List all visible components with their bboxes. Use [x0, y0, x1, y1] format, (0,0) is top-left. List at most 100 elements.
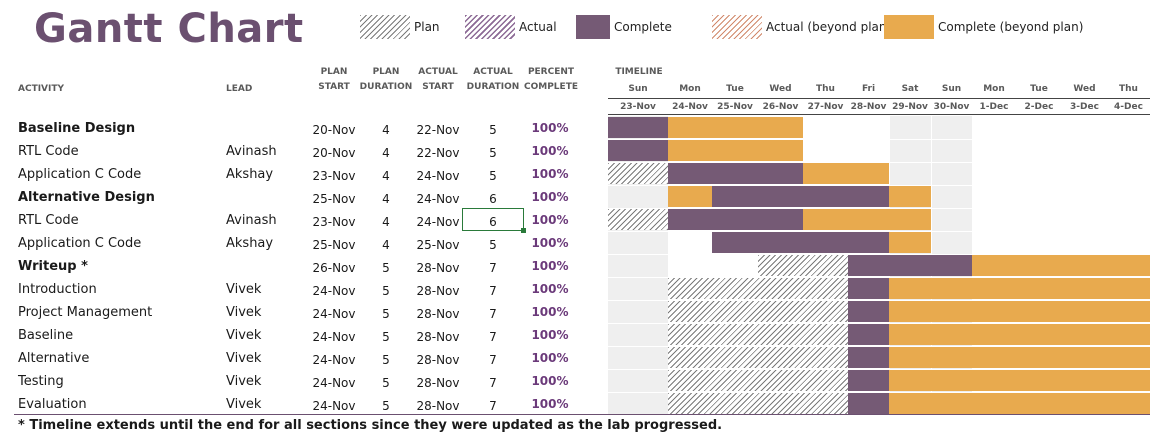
plan-duration-cell[interactable]: 4: [382, 169, 390, 183]
lead-name[interactable]: Vivek: [226, 282, 262, 297]
gantt-bar: [668, 163, 803, 184]
legend-complete-beyond-swatch: [884, 15, 934, 39]
plan-duration-cell[interactable]: 5: [382, 284, 390, 298]
plan-start-cell[interactable]: 24-Nov: [312, 376, 356, 390]
lead-name[interactable]: Vivek: [226, 328, 262, 343]
lead-name[interactable]: Vivek: [226, 397, 262, 412]
percent-complete-cell[interactable]: 100%: [531, 374, 569, 388]
percent-complete-cell[interactable]: 100%: [531, 167, 569, 181]
percent-complete-cell[interactable]: 100%: [531, 213, 569, 227]
actual-start-cell[interactable]: 25-Nov: [416, 238, 460, 252]
actual-start-cell[interactable]: 28-Nov: [416, 399, 460, 413]
activity-name[interactable]: Project Management: [18, 305, 153, 320]
percent-complete-cell[interactable]: 100%: [531, 144, 569, 158]
plan-start-cell[interactable]: 20-Nov: [312, 146, 356, 160]
plan-duration-cell[interactable]: 4: [382, 215, 390, 229]
actual-start-cell[interactable]: 24-Nov: [416, 169, 460, 183]
plan-start-cell[interactable]: 23-Nov: [312, 215, 356, 229]
percent-complete-cell[interactable]: 100%: [531, 236, 569, 250]
actual-start-cell[interactable]: 28-Nov: [416, 284, 460, 298]
selected-cell[interactable]: [462, 208, 526, 233]
actual-duration-cell[interactable]: 7: [489, 330, 497, 344]
plan-start-cell[interactable]: 25-Nov: [312, 238, 356, 252]
actual-start-cell[interactable]: 24-Nov: [416, 215, 460, 229]
gantt-bar: [668, 186, 712, 207]
legend-actual-beyond: Actual (beyond plan): [712, 13, 891, 41]
actual-duration-cell[interactable]: 7: [489, 307, 497, 321]
percent-complete-cell[interactable]: 100%: [531, 282, 569, 296]
plan-duration-cell[interactable]: 5: [382, 399, 390, 413]
lead-name[interactable]: Vivek: [226, 351, 262, 366]
actual-duration-cell[interactable]: 7: [489, 261, 497, 275]
activity-name[interactable]: Alternative Design: [18, 190, 155, 205]
plan-start-cell[interactable]: 20-Nov: [312, 123, 356, 137]
plan-start-cell[interactable]: 24-Nov: [312, 399, 356, 413]
plan-duration-cell[interactable]: 4: [382, 238, 390, 252]
lead-name[interactable]: Avinash: [226, 144, 277, 159]
plan-duration-cell[interactable]: 5: [382, 307, 390, 321]
actual-duration-cell[interactable]: 5: [489, 123, 497, 137]
actual-start-cell[interactable]: 22-Nov: [416, 146, 460, 160]
percent-complete-cell[interactable]: 100%: [531, 328, 569, 342]
gantt-bar: [848, 278, 889, 299]
grid-line: [608, 139, 1150, 140]
activity-name[interactable]: Introduction: [18, 282, 97, 297]
plan-start-cell[interactable]: 23-Nov: [312, 169, 356, 183]
actual-duration-cell[interactable]: 7: [489, 399, 497, 413]
actual-start-cell[interactable]: 28-Nov: [416, 353, 460, 367]
plan-duration-cell[interactable]: 4: [382, 146, 390, 160]
plan-duration-cell[interactable]: 5: [382, 330, 390, 344]
activity-name[interactable]: Baseline Design: [18, 121, 136, 136]
actual-start-cell[interactable]: 28-Nov: [416, 376, 460, 390]
lead-name[interactable]: Avinash: [226, 213, 277, 228]
lead-name[interactable]: Akshay: [226, 167, 274, 182]
actual-duration-cell[interactable]: 5: [489, 169, 497, 183]
activity-name[interactable]: Application C Code: [18, 167, 142, 182]
plan-start-cell[interactable]: 26-Nov: [312, 261, 356, 275]
actual-duration-cell[interactable]: 7: [489, 376, 497, 390]
percent-complete-cell[interactable]: 100%: [531, 259, 569, 273]
percent-complete-cell[interactable]: 100%: [531, 397, 569, 411]
actual-duration-cell[interactable]: 7: [489, 353, 497, 367]
actual-duration-cell[interactable]: 5: [489, 238, 497, 252]
plan-start-cell[interactable]: 25-Nov: [312, 192, 356, 206]
plan-duration-cell[interactable]: 4: [382, 192, 390, 206]
plan-duration-cell[interactable]: 5: [382, 376, 390, 390]
percent-complete-cell[interactable]: 100%: [531, 121, 569, 135]
plan-start-cell[interactable]: 24-Nov: [312, 353, 356, 367]
actual-start-cell[interactable]: 28-Nov: [416, 307, 460, 321]
activity-name[interactable]: Application C Code: [18, 236, 142, 251]
lead-name[interactable]: Vivek: [226, 374, 262, 389]
activity-name[interactable]: RTL Code: [18, 144, 79, 159]
lead-name[interactable]: Vivek: [226, 305, 262, 320]
gantt-bar: [712, 232, 889, 253]
activity-name[interactable]: Writeup *: [18, 259, 88, 274]
gantt-bar: [758, 255, 848, 276]
actual-start-cell[interactable]: 24-Nov: [416, 192, 460, 206]
activity-name[interactable]: RTL Code: [18, 213, 79, 228]
plan-start-cell[interactable]: 24-Nov: [312, 284, 356, 298]
actual-duration-cell[interactable]: 6: [489, 192, 497, 206]
header-activity: ACTIVITY: [18, 84, 65, 94]
actual-start-cell[interactable]: 28-Nov: [416, 330, 460, 344]
lead-name[interactable]: Akshay: [226, 236, 274, 251]
header-plan-duration: PLAN DURATION: [358, 65, 414, 95]
actual-duration-cell[interactable]: 6: [489, 215, 497, 229]
plan-duration-cell[interactable]: 5: [382, 261, 390, 275]
percent-complete-cell[interactable]: 100%: [531, 351, 569, 365]
activity-name[interactable]: Evaluation: [18, 397, 87, 412]
plan-duration-cell[interactable]: 5: [382, 353, 390, 367]
percent-complete-cell[interactable]: 100%: [531, 190, 569, 204]
activity-name[interactable]: Alternative: [18, 351, 90, 366]
percent-complete-cell[interactable]: 100%: [531, 305, 569, 319]
actual-duration-cell[interactable]: 7: [489, 284, 497, 298]
plan-start-cell[interactable]: 24-Nov: [312, 307, 356, 321]
actual-start-cell[interactable]: 22-Nov: [416, 123, 460, 137]
activity-name[interactable]: Baseline: [18, 328, 74, 343]
header-actual-duration: ACTUAL DURATION: [464, 65, 522, 95]
plan-start-cell[interactable]: 24-Nov: [312, 330, 356, 344]
actual-start-cell[interactable]: 28-Nov: [416, 261, 460, 275]
plan-duration-cell[interactable]: 4: [382, 123, 390, 137]
activity-name[interactable]: Testing: [18, 374, 64, 389]
actual-duration-cell[interactable]: 5: [489, 146, 497, 160]
